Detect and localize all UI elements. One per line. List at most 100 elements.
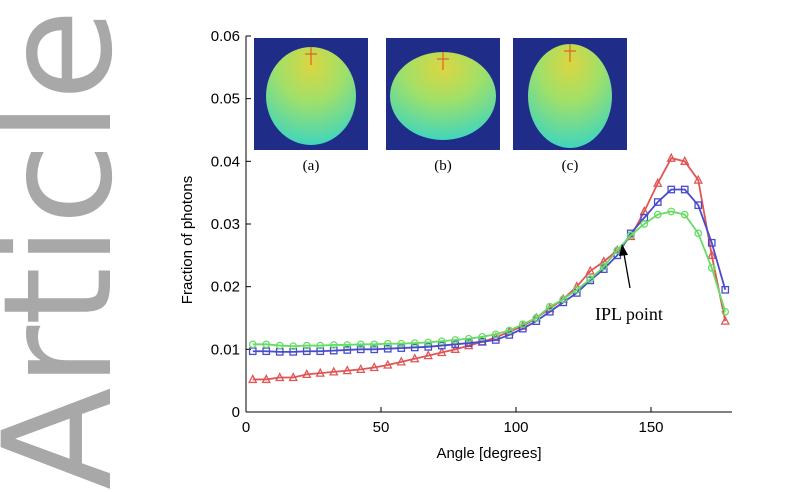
ipl-arrow-head bbox=[619, 244, 628, 256]
data-point-square bbox=[329, 346, 338, 355]
data-point-triangle bbox=[410, 353, 420, 363]
data-point-circle bbox=[437, 337, 446, 346]
data-point-square bbox=[464, 339, 473, 347]
data-point-circle bbox=[248, 340, 257, 349]
data-series bbox=[248, 152, 730, 384]
data-point-square bbox=[667, 185, 676, 194]
data-point-circle bbox=[464, 334, 473, 343]
data-point-triangle bbox=[423, 350, 433, 360]
data-point-circle bbox=[586, 275, 595, 283]
data-point-triangle bbox=[680, 155, 690, 165]
data-point-circle bbox=[289, 342, 298, 351]
data-point-circle bbox=[626, 231, 635, 240]
axis-ticks: 0 50 100 150 0 0.01 0.02 0.03 0.04 0.05 0.06 bbox=[211, 28, 664, 436]
data-point-circle bbox=[383, 339, 392, 348]
inset-body bbox=[390, 52, 496, 140]
data-point-triangle bbox=[302, 368, 312, 379]
data-point-square bbox=[356, 345, 365, 354]
data-point-triangle bbox=[383, 359, 393, 369]
data-point-circle bbox=[667, 207, 676, 216]
inset-label: (a) bbox=[303, 158, 320, 174]
data-point-circle bbox=[505, 326, 514, 335]
inset-panel-oblate: (b) bbox=[386, 38, 500, 174]
data-point-circle bbox=[518, 320, 527, 329]
data-point-triangle bbox=[329, 366, 339, 376]
data-point-triangle bbox=[653, 177, 663, 187]
data-point-triangle bbox=[396, 356, 406, 366]
data-point-square bbox=[410, 343, 419, 352]
data-point-triangle bbox=[707, 249, 717, 259]
data-point-square bbox=[680, 185, 689, 194]
data-point-triangle bbox=[248, 373, 258, 384]
data-point-circle bbox=[356, 340, 365, 349]
series-line-circle bbox=[252, 210, 727, 348]
inset-body bbox=[528, 44, 612, 148]
data-point-triangle bbox=[369, 362, 379, 372]
y-tick-label: 0.04 bbox=[211, 153, 240, 170]
data-point-circle bbox=[316, 341, 325, 350]
data-point-circle bbox=[478, 332, 487, 341]
data-point-triangle bbox=[261, 373, 271, 384]
inset-panel-prolate: (c) bbox=[513, 38, 627, 174]
data-point-square bbox=[370, 345, 379, 354]
ipl-annotation: IPL point bbox=[595, 244, 663, 324]
data-point-circle bbox=[343, 341, 352, 349]
inset-label: (b) bbox=[434, 158, 452, 174]
data-point-square bbox=[491, 336, 500, 344]
data-point-circle bbox=[370, 340, 379, 349]
data-point-circle bbox=[680, 210, 689, 219]
x-tick-label: 50 bbox=[373, 419, 390, 436]
data-point-square bbox=[437, 341, 446, 350]
data-point-triangle bbox=[464, 340, 474, 350]
data-point-square bbox=[383, 344, 392, 353]
data-point-square bbox=[518, 324, 527, 333]
y-tick-label: 0.03 bbox=[211, 216, 240, 233]
ipl-arrow-line bbox=[623, 253, 631, 289]
data-point-square bbox=[694, 201, 703, 210]
y-tick-label: 0.02 bbox=[211, 279, 240, 296]
data-point-circle bbox=[599, 262, 608, 271]
inset-panels: (a) (b) (c) bbox=[254, 38, 627, 174]
data-point-square bbox=[451, 340, 460, 349]
data-point-circle bbox=[721, 307, 730, 316]
data-point-triangle bbox=[275, 372, 285, 382]
data-point-triangle bbox=[288, 372, 298, 382]
data-point-circle bbox=[397, 339, 406, 348]
x-tick-label: 150 bbox=[638, 419, 663, 436]
y-tick-label: 0 bbox=[232, 404, 240, 421]
data-point-square bbox=[478, 337, 487, 346]
data-point-triangle bbox=[356, 363, 366, 374]
ipl-point-label: IPL point bbox=[595, 304, 663, 324]
data-point-circle bbox=[262, 340, 271, 349]
data-point-triangle bbox=[693, 174, 703, 184]
data-point-square bbox=[545, 307, 554, 316]
data-point-circle bbox=[707, 264, 716, 272]
data-point-circle bbox=[640, 220, 649, 228]
y-tick-label: 0.01 bbox=[211, 341, 240, 358]
data-point-triangle bbox=[720, 315, 730, 325]
data-point-triangle bbox=[315, 367, 325, 377]
data-point-square bbox=[289, 347, 298, 356]
inset-panel-circle: (a) bbox=[254, 38, 368, 174]
data-point-square bbox=[316, 347, 325, 356]
data-point-square bbox=[721, 285, 730, 294]
inset-body bbox=[266, 47, 356, 145]
data-point-circle bbox=[275, 341, 284, 350]
data-point-triangle bbox=[599, 256, 609, 266]
data-point-square bbox=[343, 346, 352, 354]
data-point-circle bbox=[653, 210, 662, 219]
y-axis-label: Fraction of photons bbox=[179, 176, 196, 304]
x-axis-label: Angle [degrees] bbox=[436, 445, 541, 462]
y-tick-label: 0.05 bbox=[211, 91, 240, 108]
data-point-circle bbox=[329, 341, 338, 349]
data-point-circle bbox=[451, 336, 460, 344]
data-point-triangle bbox=[450, 343, 460, 353]
data-point-circle bbox=[559, 295, 568, 304]
data-point-circle bbox=[491, 330, 500, 339]
data-point-circle bbox=[424, 338, 433, 347]
data-point-circle bbox=[694, 229, 703, 238]
data-point-circle bbox=[532, 314, 541, 322]
y-tick-label: 0.06 bbox=[211, 28, 240, 45]
x-tick-label: 0 bbox=[242, 419, 250, 436]
data-point-circle bbox=[545, 302, 554, 311]
